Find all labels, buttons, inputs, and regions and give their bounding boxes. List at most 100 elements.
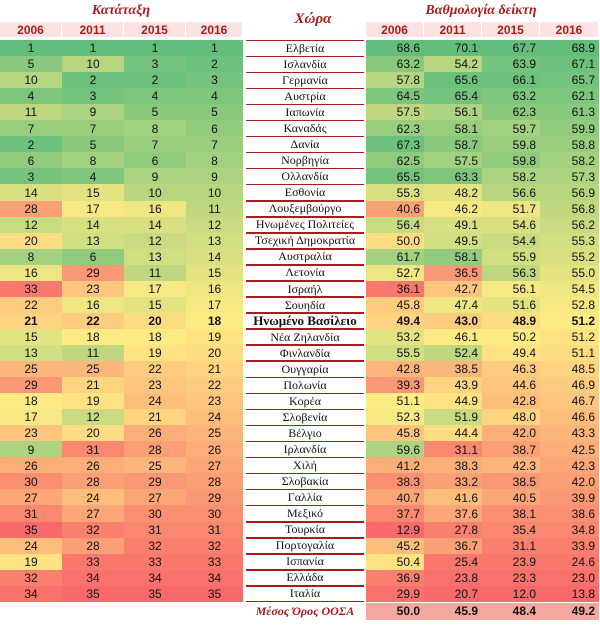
- rank-cell: 30: [0, 473, 62, 490]
- rank-cell: 16: [186, 280, 243, 298]
- rank-cell: 26: [0, 457, 62, 474]
- country-label: Ισραήλ: [246, 280, 364, 298]
- score-cell: 57.3: [540, 168, 599, 185]
- country-label: Πορτογαλία: [246, 537, 364, 555]
- score-cell: 47.4: [424, 296, 482, 314]
- rank-cell: 25: [0, 361, 62, 378]
- score-cell: 36.9: [366, 569, 424, 587]
- country-label: Φινλανδία: [246, 344, 364, 362]
- rank-cell: 21: [0, 312, 62, 330]
- score-cell: 58.1: [424, 248, 482, 266]
- score-cell: 46.7: [540, 393, 599, 410]
- score-cell: 46.3: [482, 361, 540, 378]
- rank-cell: 3: [124, 56, 186, 73]
- score-cell: 31.1: [482, 537, 540, 555]
- score-cell: 40.5: [482, 489, 540, 506]
- rank-cell: 32: [0, 569, 62, 587]
- country-label: Εσθονία: [246, 184, 364, 201]
- score-cell: 55.3: [540, 232, 599, 250]
- rank-cell: 23: [62, 280, 124, 298]
- score-cell: 33.2: [424, 473, 482, 490]
- rank-cell: 7: [0, 120, 62, 137]
- score-cell: 38.5: [482, 473, 540, 490]
- rank-cell: 28: [62, 537, 124, 555]
- country-label: Κορέα: [246, 393, 364, 410]
- rank-cell: 35: [0, 521, 62, 539]
- rank-header: Κατάταξη: [91, 3, 151, 18]
- country-label: Πολωνία: [246, 377, 364, 394]
- rank-cell: 30: [186, 505, 243, 522]
- score-cell: 59.9: [540, 120, 599, 137]
- score-cell: 56.9: [540, 184, 599, 201]
- country-label: Ισλανδία: [246, 56, 364, 73]
- country-label: Ιρλανδία: [246, 441, 364, 458]
- rank-cell: 14: [0, 184, 62, 201]
- score-year-header: 2016: [540, 22, 598, 37]
- score-cell: 58.2: [540, 152, 599, 169]
- rank-cell: 11: [124, 264, 186, 282]
- rank-cell: 4: [62, 168, 124, 185]
- rank-cell: 1: [0, 40, 62, 57]
- rank-cell: 6: [62, 248, 124, 266]
- score-cell: 54.6: [482, 216, 540, 234]
- rank-cell: 24: [124, 393, 186, 410]
- score-cell: 64.5: [366, 88, 424, 105]
- rank-cell: 22: [62, 312, 124, 330]
- country-label: Ουγγαρία: [246, 361, 364, 378]
- rank-cell: 35: [124, 585, 186, 603]
- score-cell: 44.4: [424, 425, 482, 442]
- score-year-header: 2015: [482, 22, 539, 37]
- rank-cell: 31: [0, 505, 62, 522]
- score-cell: 56.2: [540, 216, 599, 234]
- score-cell: 55.0: [540, 264, 599, 282]
- rank-cell: 21: [186, 361, 243, 378]
- score-cell: 62.3: [366, 120, 424, 137]
- rank-cell: 12: [62, 409, 124, 426]
- rank-cell: 30: [124, 505, 186, 522]
- rank-cell: 16: [62, 296, 124, 314]
- score-cell: 55.2: [540, 248, 599, 266]
- rank-cell: 11: [0, 104, 62, 121]
- country-label: Νορβηγία: [246, 152, 364, 169]
- score-cell: 43.0: [424, 312, 482, 330]
- rank-cell: 14: [186, 248, 243, 266]
- rank-cell: 5: [62, 136, 124, 153]
- score-cell: 63.2: [366, 56, 424, 73]
- rank-cell: 10: [124, 184, 186, 201]
- rank-cell: 3: [186, 72, 243, 89]
- rank-cell: 26: [62, 457, 124, 474]
- score-cell: 63.2: [482, 88, 540, 105]
- score-cell: 70.1: [424, 40, 482, 57]
- score-cell: 13.8: [540, 585, 599, 603]
- score-cell: 31.1: [424, 441, 482, 458]
- rank-cell: 4: [0, 88, 62, 105]
- country-label: Ελβετία: [246, 40, 364, 57]
- rank-cell: 13: [186, 232, 243, 250]
- country-label: Ελλάδα: [246, 569, 364, 587]
- rank-cell: 31: [124, 521, 186, 539]
- rank-cell: 22: [0, 296, 62, 314]
- score-cell: 45.8: [366, 296, 424, 314]
- score-cell: 36.1: [366, 280, 424, 298]
- country-label: Ιταλία: [246, 585, 364, 603]
- rank-cell: 12: [124, 232, 186, 250]
- score-cell: 51.7: [482, 200, 540, 218]
- score-cell: 54.2: [424, 56, 482, 73]
- score-cell: 49.4: [482, 344, 540, 362]
- rank-cell: 25: [62, 361, 124, 378]
- score-cell: 51.9: [424, 409, 482, 426]
- rank-cell: 5: [186, 104, 243, 121]
- country-label: Βέλγιο: [246, 425, 364, 442]
- score-cell: 20.7: [424, 585, 482, 603]
- rank-cell: 18: [124, 328, 186, 346]
- rank-cell: 16: [124, 200, 186, 218]
- rank-cell: 8: [124, 120, 186, 137]
- score-cell: 42.5: [540, 441, 599, 458]
- rank-cell: 9: [186, 168, 243, 185]
- score-year-header: 2011: [424, 22, 481, 37]
- rank-cell: 27: [186, 457, 243, 474]
- rank-year-header: 2015: [124, 22, 185, 37]
- rank-cell: 12: [186, 216, 243, 234]
- score-cell: 59.7: [482, 120, 540, 137]
- rank-cell: 28: [124, 441, 186, 458]
